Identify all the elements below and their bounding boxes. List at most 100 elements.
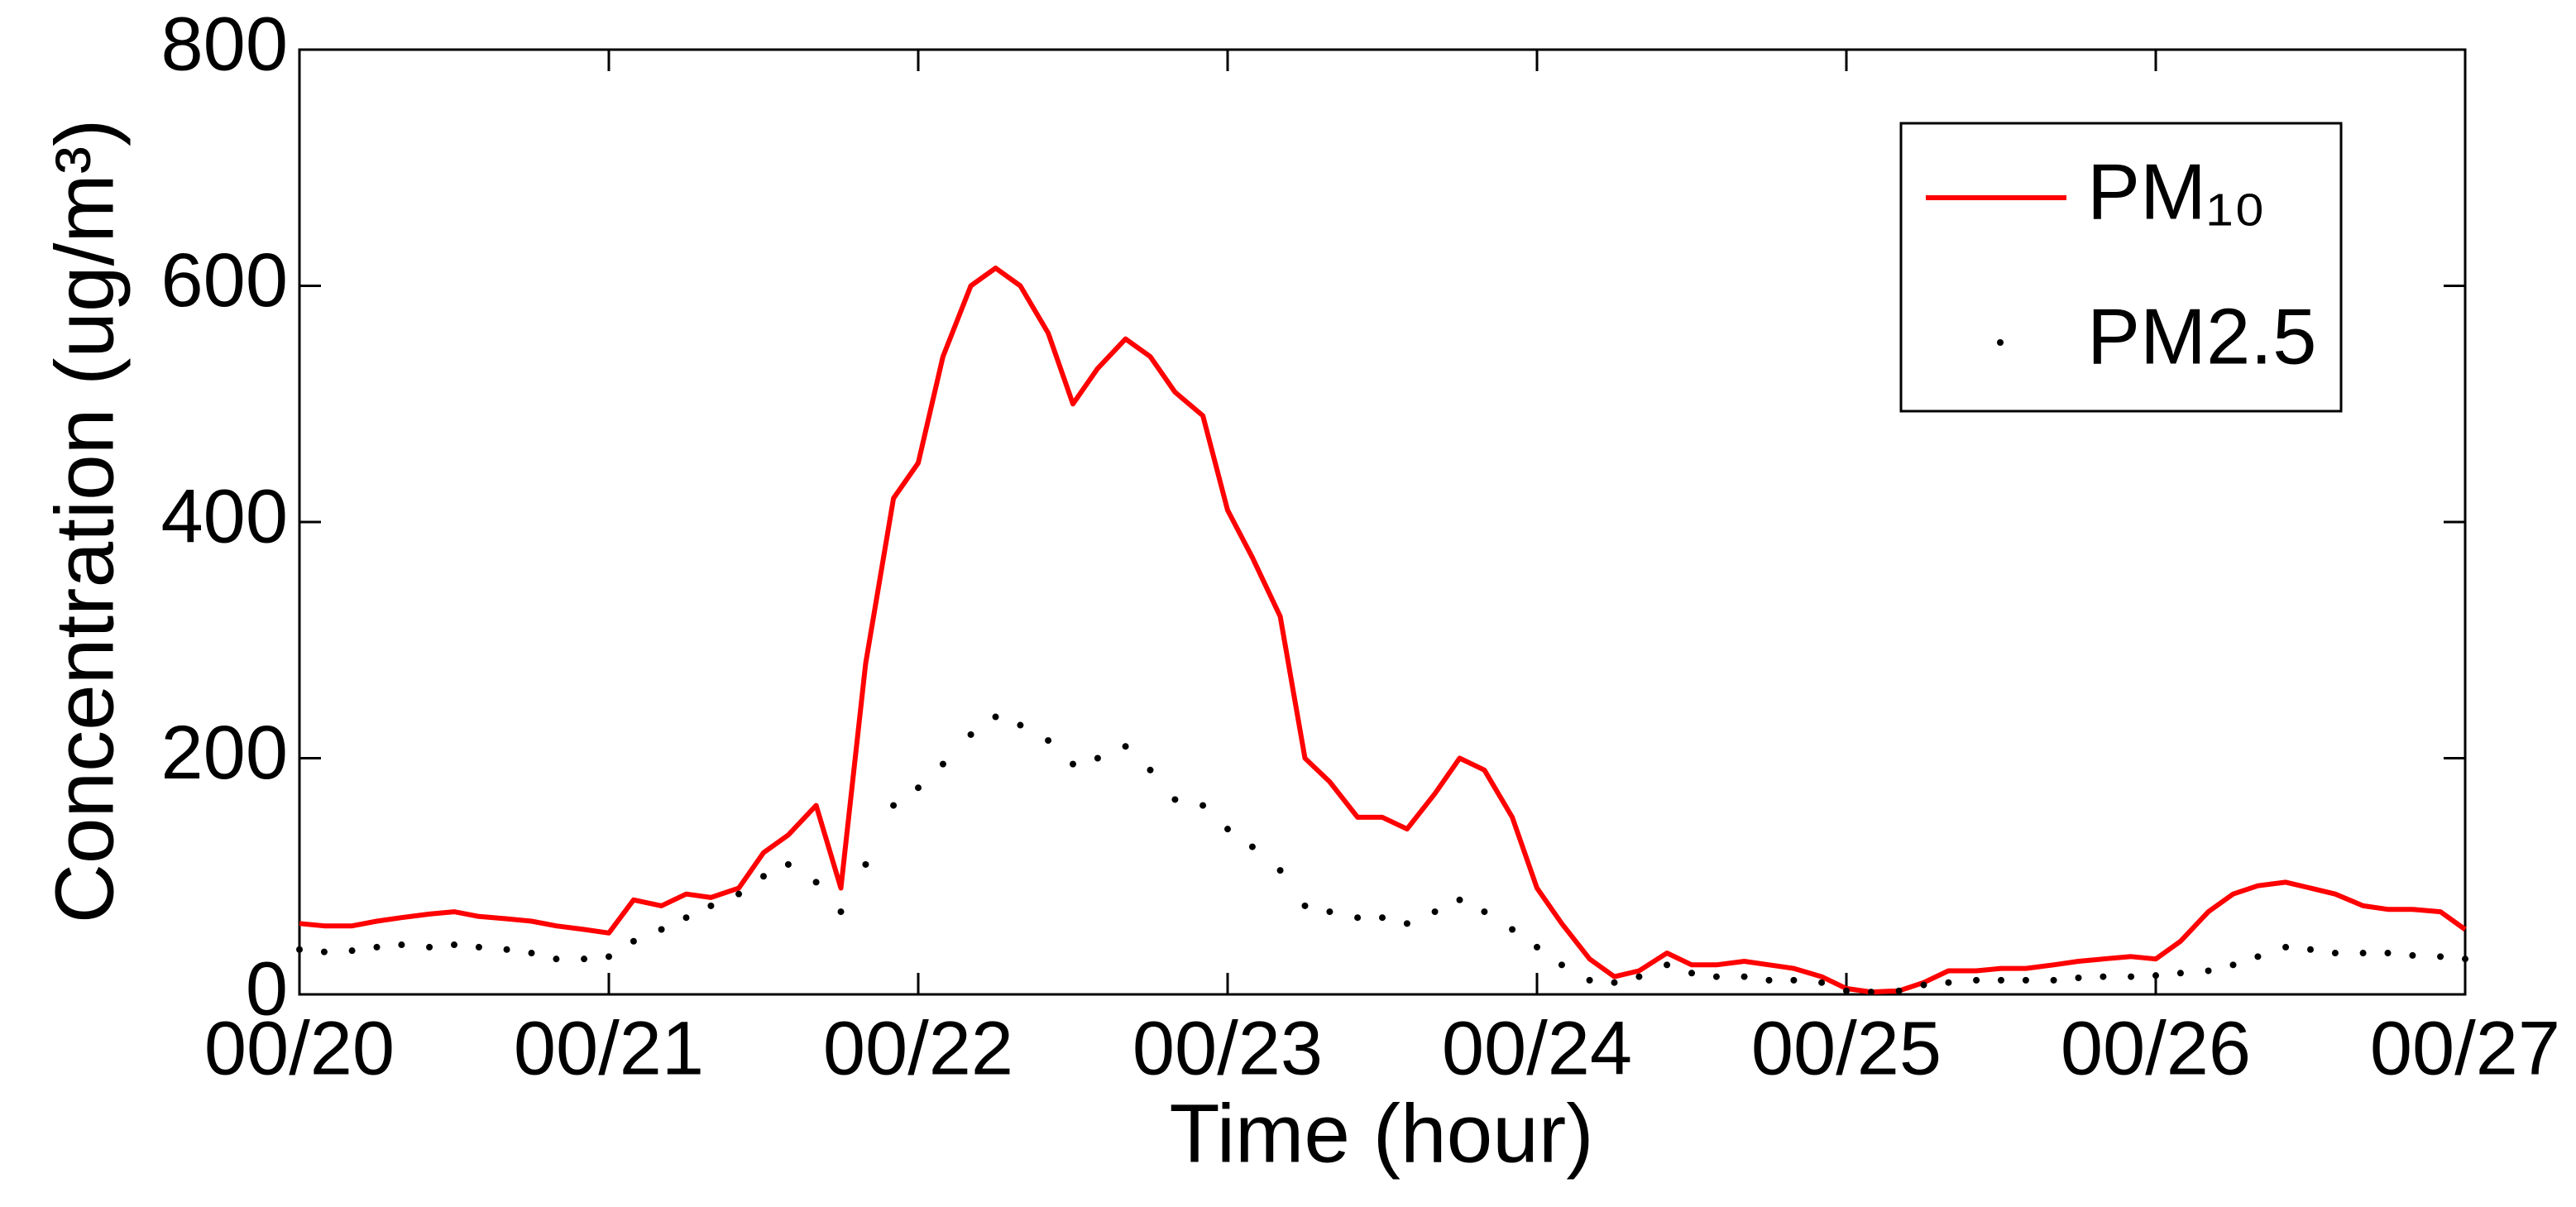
x-axis-label: Time (hour)	[1169, 1087, 1593, 1180]
data-dot	[2384, 950, 2392, 957]
data-dot	[2176, 970, 2184, 977]
data-dot	[1276, 867, 1284, 874]
data-dot	[348, 947, 356, 955]
legend-label: PM2.5	[2087, 292, 2316, 381]
data-dot	[475, 943, 482, 951]
x-tick-label: 00/23	[1132, 1006, 1323, 1090]
y-tick-label: 0	[246, 946, 288, 1031]
data-dot	[1611, 979, 1618, 986]
y-tick-label: 400	[161, 474, 289, 558]
data-dot	[2128, 973, 2135, 980]
data-dot	[1895, 987, 1903, 994]
data-dot	[528, 950, 535, 957]
data-dot	[1765, 976, 1773, 984]
x-tick-label: 00/27	[2370, 1006, 2560, 1090]
data-dot	[398, 941, 405, 949]
x-tick-label: 00/25	[1751, 1006, 1942, 1090]
y-tick-label: 800	[161, 2, 289, 86]
data-dot	[812, 879, 820, 886]
data-dot	[606, 953, 612, 960]
data-dot	[2100, 973, 2107, 980]
legend-swatch	[1997, 339, 2004, 346]
data-dot	[1224, 826, 1231, 833]
data-dot	[890, 802, 898, 809]
data-dot	[1945, 979, 1952, 986]
data-dot	[2050, 976, 2057, 984]
data-dot	[1843, 987, 1850, 994]
data-dot	[1094, 754, 1101, 762]
x-tick-label: 00/20	[204, 1006, 395, 1090]
data-dot	[2205, 967, 2212, 975]
data-dot	[784, 860, 792, 868]
data-dot	[2075, 975, 2082, 982]
data-line	[299, 266, 2467, 995]
data-dot	[1354, 914, 1362, 922]
data-dot	[1586, 976, 1593, 984]
data-dot	[1635, 973, 1643, 980]
data-dot	[1998, 976, 2004, 984]
data-dot	[1045, 737, 1052, 745]
x-tick-label: 00/22	[823, 1006, 1013, 1090]
data-dot	[2152, 972, 2159, 979]
y-tick-label: 200	[161, 711, 289, 795]
data-dot	[1534, 943, 1540, 951]
data-dot	[1017, 721, 1024, 729]
data-dot	[1379, 914, 1386, 922]
data-dot	[915, 784, 922, 792]
data-dot	[1070, 760, 1076, 768]
data-dot	[1867, 989, 1875, 996]
data-dot	[426, 943, 433, 951]
data-dot	[1403, 920, 1410, 927]
data-dot	[682, 914, 690, 922]
data-dot	[2229, 961, 2237, 969]
y-tick-label: 600	[161, 238, 289, 323]
x-tick-label: 00/21	[514, 1006, 704, 1090]
data-dot	[2022, 976, 2029, 984]
data-dot	[1558, 961, 1565, 969]
data-dot	[1248, 843, 1256, 850]
x-tick-label: 00/26	[2061, 1006, 2251, 1090]
data-dot	[553, 956, 560, 963]
data-dot	[1973, 976, 1980, 984]
data-dot	[735, 890, 743, 898]
data-dot	[1431, 908, 1439, 916]
data-dot	[2254, 953, 2262, 960]
data-dot	[2331, 950, 2339, 957]
data-dot	[760, 873, 767, 880]
data-dot	[1171, 796, 1179, 803]
data-dot	[1920, 981, 1927, 989]
data-dot	[967, 730, 974, 738]
data-dot	[581, 956, 588, 963]
data-dot	[1456, 896, 1463, 903]
data-dot	[2462, 956, 2468, 963]
data-dot	[1509, 926, 1516, 933]
data-dot	[2307, 946, 2314, 953]
data-dot	[992, 713, 999, 721]
data-dot	[1712, 973, 1720, 980]
data-dot	[1301, 902, 1309, 909]
data-dot	[630, 937, 637, 945]
data-dot	[658, 926, 665, 933]
data-dot	[862, 860, 869, 868]
data-dot	[320, 948, 328, 956]
data-dot	[451, 941, 457, 949]
legend-box	[1899, 122, 2343, 413]
data-dot	[1664, 961, 1671, 969]
data-dot	[1481, 908, 1488, 916]
data-dot	[296, 946, 303, 953]
data-dot	[2437, 953, 2444, 960]
data-dot	[1199, 802, 1207, 809]
data-dot	[1818, 979, 1826, 986]
data-dot	[707, 902, 715, 909]
legend-label: PM₁₀	[2087, 147, 2266, 236]
data-dot	[1147, 766, 1154, 774]
data-dot	[837, 908, 845, 916]
data-dot	[1688, 970, 1695, 977]
data-dot	[373, 943, 381, 951]
data-dot	[1326, 908, 1333, 916]
data-dot	[1122, 743, 1129, 750]
data-dot	[1790, 976, 1798, 984]
data-dot	[939, 760, 946, 768]
y-axis-label: Concentration (ug/m³)	[38, 119, 131, 924]
